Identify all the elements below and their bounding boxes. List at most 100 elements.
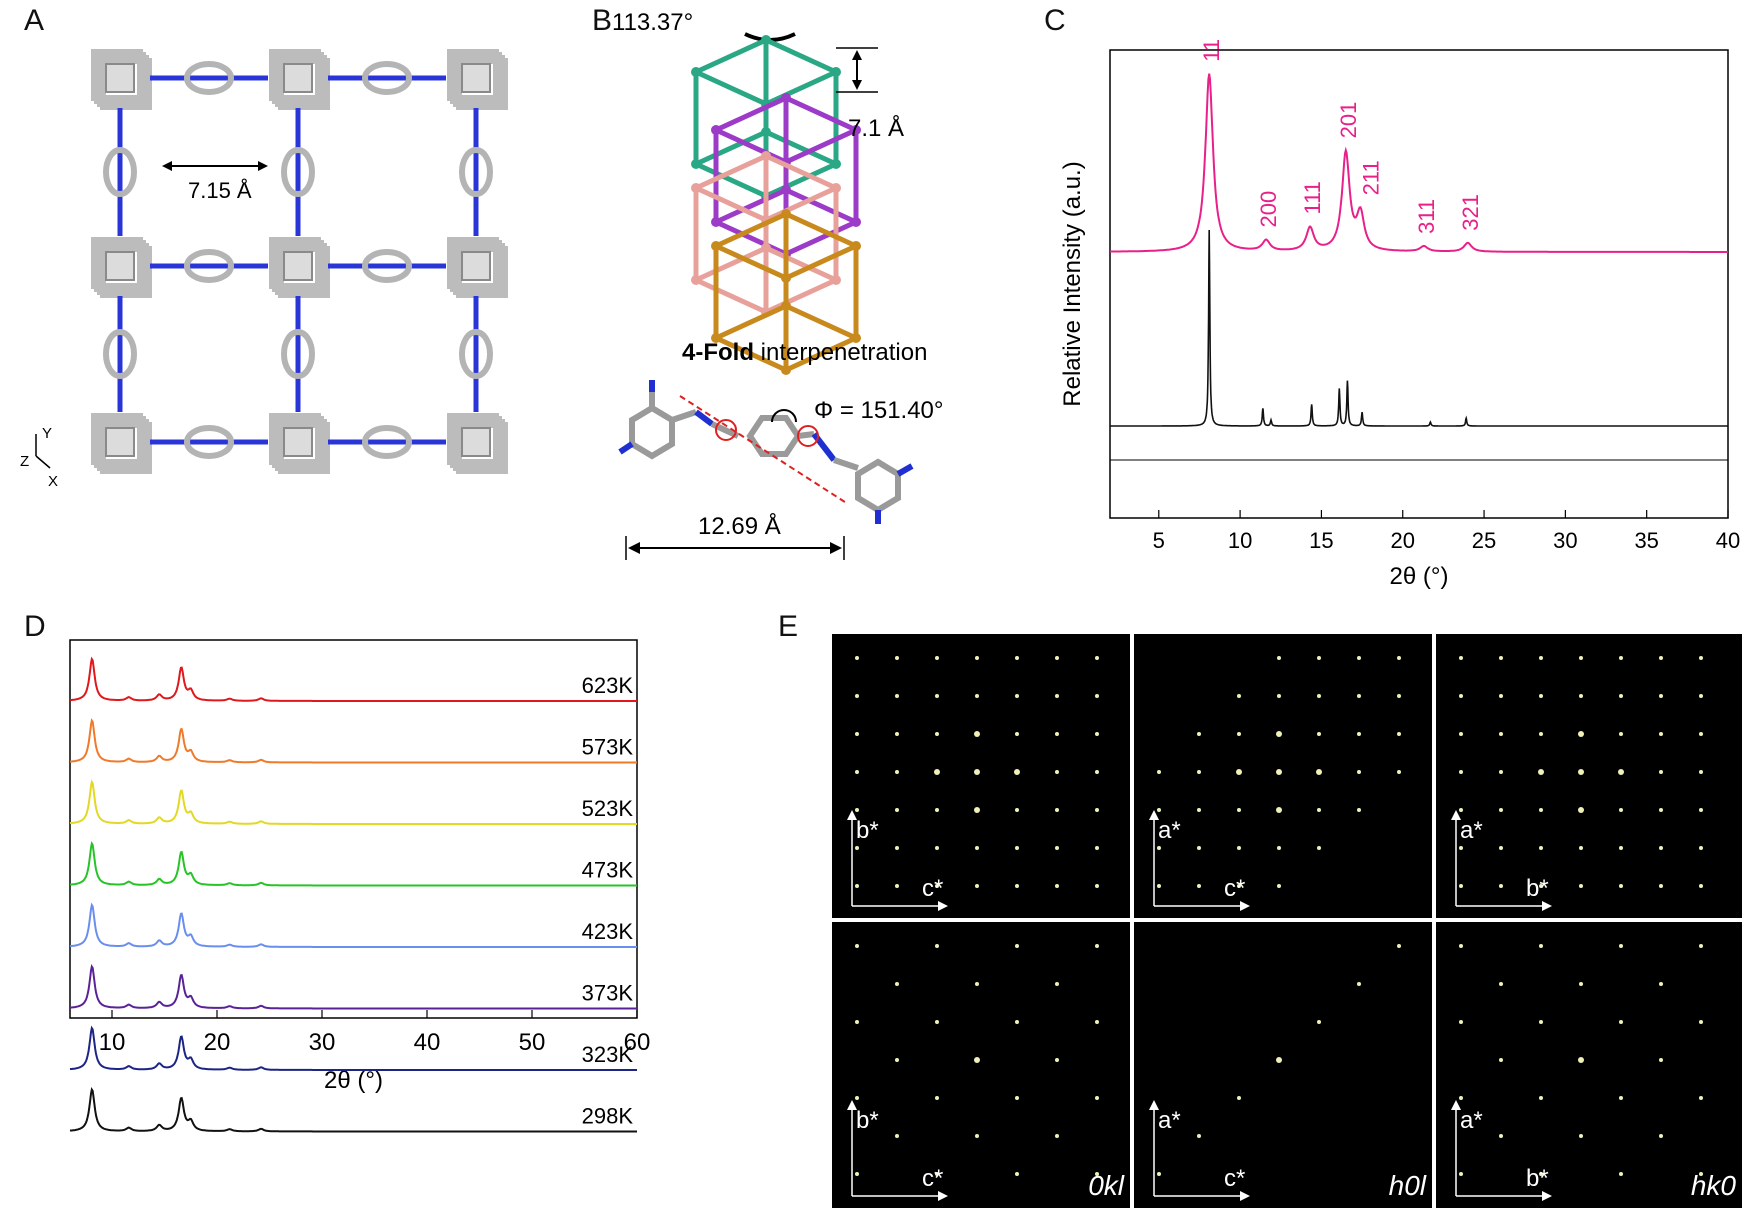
series-line-simulated (1110, 229, 1728, 427)
diffraction-spot (1015, 1020, 1019, 1024)
axis-label-x: X (48, 473, 58, 490)
series-label-423K: 423K (582, 919, 634, 944)
phi-angle-label: Φ = 151.40° (814, 397, 944, 424)
diffraction-spot (1659, 694, 1663, 698)
linker-ring (281, 147, 315, 197)
diffraction-spot (855, 1020, 859, 1024)
diffraction-spot (1499, 656, 1503, 660)
axis-label-horizontal: b* (1526, 1165, 1549, 1192)
net-edge (784, 95, 858, 133)
diffraction-spot (1277, 656, 1281, 660)
diffraction-spot (1095, 944, 1099, 948)
cluster-node (269, 413, 330, 474)
diffraction-spot (1539, 846, 1543, 850)
diffraction-spot (1197, 884, 1201, 888)
diffraction-spot (935, 732, 939, 736)
plot-frame (69, 639, 638, 1019)
diffraction-spot (1014, 769, 1020, 775)
diffraction-spot (1015, 944, 1019, 948)
linker-ring (281, 329, 315, 379)
cluster-node (447, 237, 508, 298)
pore-size-label: 7.15 Å (188, 178, 252, 203)
diffraction-spot (1095, 846, 1099, 850)
zone-tag: hk0 (1690, 1170, 1736, 1201)
diffraction-spot (1619, 694, 1623, 698)
diffraction-spot (935, 694, 939, 698)
x-tick-label: 60 (624, 1029, 651, 1056)
diffraction-spot (1397, 770, 1401, 774)
diffraction-spot (1357, 982, 1361, 986)
diffraction-spot (1539, 884, 1543, 888)
diffraction-image: a* c* h0l (1134, 922, 1432, 1208)
axis-arrow-up (1451, 1100, 1461, 1110)
net-3 (691, 151, 841, 317)
cluster-core (461, 427, 491, 457)
net-edge (764, 129, 838, 167)
net-node (711, 217, 721, 227)
diffraction-spot (1197, 846, 1201, 850)
diffraction-spots: b* c* (847, 944, 1099, 1201)
diffraction-spot (1499, 732, 1503, 736)
diffraction-spot (1699, 694, 1703, 698)
diffraction-spot (1539, 944, 1543, 948)
diffraction-spot (1157, 1172, 1161, 1176)
diffraction-spot (1539, 1020, 1543, 1024)
diffraction-spot (1236, 769, 1242, 775)
diffraction-spot (1095, 732, 1099, 736)
net-edge (764, 277, 838, 315)
diffraction-spot (1699, 1172, 1703, 1176)
net-edge (764, 161, 838, 199)
diffraction-spot (1699, 884, 1703, 888)
diffraction-spot (1619, 846, 1623, 850)
net-edge (714, 187, 788, 225)
diffraction-spot (1459, 884, 1463, 888)
linker-ring (459, 329, 493, 379)
diffraction-spot (935, 884, 939, 888)
diffraction-spot (1237, 732, 1241, 736)
diffraction-spot (1197, 770, 1201, 774)
cluster-ring (456, 58, 508, 110)
net-edge (694, 69, 768, 107)
net-edge (694, 185, 768, 223)
diffraction-spot (1699, 656, 1703, 660)
net-node (691, 183, 701, 193)
diffraction-spot (1619, 944, 1623, 948)
panel-label-d: D (24, 610, 46, 643)
linker-ring (362, 249, 412, 283)
cluster-node (91, 49, 152, 110)
zone-tag: h0l (1388, 1170, 1426, 1201)
net-edge (714, 303, 788, 341)
cluster-node (447, 413, 508, 474)
net-edge (714, 219, 788, 257)
diffraction-spot (974, 769, 980, 775)
net-edge (764, 69, 838, 107)
peak-label-211: 211 (1358, 160, 1383, 195)
angle-label: 113.37° (612, 9, 693, 36)
cluster-core (283, 427, 313, 457)
diffraction-spot (934, 769, 940, 775)
diffraction-spot (975, 846, 979, 850)
axis-label-horizontal: c* (1224, 1165, 1245, 1192)
diffraction-spot (1579, 982, 1583, 986)
diffraction-spot (1015, 1096, 1019, 1100)
diffraction-spot (935, 1096, 939, 1100)
net-4 (711, 209, 861, 375)
net-edge (784, 335, 858, 373)
cluster-ring (278, 422, 330, 474)
diffraction-spot (1539, 1172, 1543, 1176)
series-label-323K: 323K (582, 1042, 634, 1067)
diffraction-spot (1237, 846, 1241, 850)
diffraction-spot (855, 944, 859, 948)
diffraction-spot (1237, 808, 1241, 812)
diffraction-spot (1317, 656, 1321, 660)
y-axis-label: Relative Intensity (a.u.) (1059, 161, 1086, 406)
caption-rest: interpenetration (754, 339, 927, 366)
diffraction-spot (1055, 808, 1059, 812)
diffraction-spot (1397, 732, 1401, 736)
diffraction-spot (1197, 732, 1201, 736)
diffraction-spot (1237, 884, 1241, 888)
diffraction-spot (1055, 732, 1059, 736)
series-label-373K: 373K (582, 981, 634, 1006)
diffraction-spot (975, 982, 979, 986)
x-axis-label: 2θ (°) (324, 1067, 383, 1094)
